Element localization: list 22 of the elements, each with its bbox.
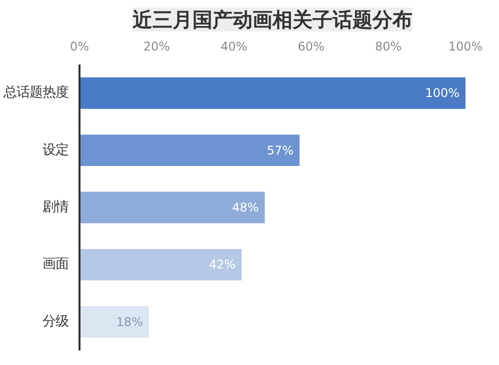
x-tick-label: 80% (374, 40, 402, 54)
data-label: 48% (232, 200, 259, 214)
bar (80, 134, 300, 166)
data-label: 42% (208, 258, 236, 272)
y-tick-label: 剧情 (42, 200, 68, 215)
y-tick-label: 分级 (42, 314, 68, 330)
bar (80, 77, 466, 109)
data-label: 18% (116, 314, 143, 329)
x-tick-label: 20% (143, 40, 170, 54)
x-tick-label: 100% (448, 40, 483, 54)
x-tick-label: 40% (220, 40, 248, 54)
bar (80, 248, 242, 280)
x-tick-label: 0% (70, 40, 90, 54)
y-tick-label: 总话题热度 (2, 84, 68, 101)
y-tick-label: 设定 (42, 142, 68, 158)
chart-title: 近三月国产动画相关子话题分布 (132, 8, 412, 32)
bar (80, 306, 149, 338)
y-tick-label: 画面 (42, 257, 68, 272)
data-label: 57% (266, 143, 294, 158)
data-label: 100% (425, 86, 460, 100)
bar (80, 192, 265, 224)
x-tick-label: 60% (298, 40, 324, 54)
